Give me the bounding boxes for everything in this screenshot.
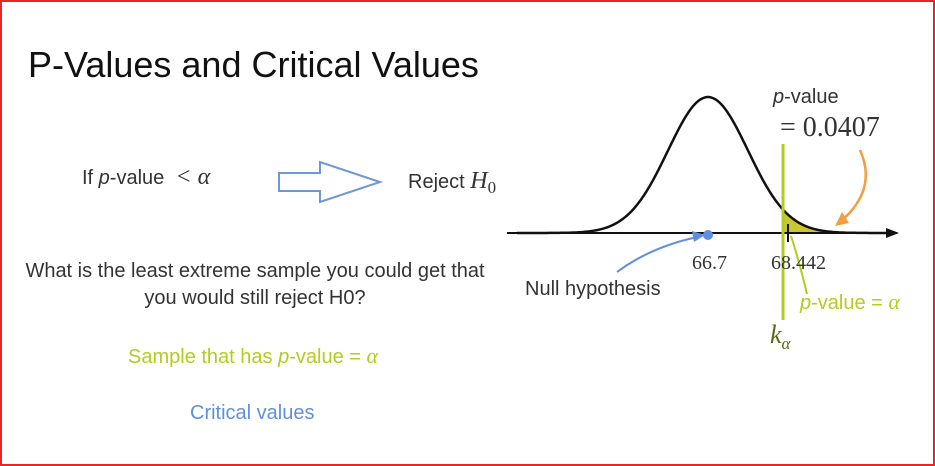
green-p: p: [800, 292, 812, 314]
critical-values-label: Critical values: [190, 402, 315, 424]
null-hypothesis-arrow: [616, 235, 703, 273]
null-arrow-head-icon: [692, 231, 705, 242]
pvalue-label: p-value: [773, 86, 839, 109]
reject-text: Reject: [408, 171, 471, 193]
sample-prefix: Sample that has: [128, 346, 279, 368]
pvalue-label-p: p: [773, 86, 785, 108]
sample-p: p: [278, 346, 290, 368]
value-text: -value: [109, 167, 165, 189]
slide-title: P-Values and Critical Values: [28, 44, 479, 85]
k-letter: k: [770, 320, 782, 349]
h-subscript: 0: [487, 178, 497, 197]
p-italic: p: [98, 167, 110, 189]
axis-arrow-icon: [886, 228, 899, 238]
implies-arrow-icon: [278, 160, 384, 204]
rule-condition: If p-value < α: [82, 164, 210, 191]
green-alpha: α: [888, 289, 900, 314]
pvalue-arrow-head-icon: [835, 212, 849, 226]
pvalue-number: = 0.0407: [780, 112, 880, 143]
pvalue-label-rest: -value: [784, 86, 839, 108]
critical-value-symbol: kα: [770, 320, 790, 354]
sample-alpha: α: [366, 343, 379, 368]
green-pointer: [790, 235, 808, 295]
less-than-alpha: < α: [175, 164, 211, 190]
sample-line: Sample that has p-value = α: [128, 343, 378, 369]
mean-dot: [703, 230, 713, 240]
green-pvalue-alpha-label: p-value = α: [800, 289, 900, 315]
question-text: What is the least extreme sample you cou…: [25, 260, 485, 309]
green-rest: -value =: [811, 292, 889, 314]
rule-conclusion: Reject H0: [408, 168, 496, 198]
h-symbol: H: [470, 168, 488, 194]
pvalue-arrow: [839, 149, 868, 223]
if-text: If: [82, 167, 99, 189]
tick-label-mean: 66.7: [692, 252, 727, 274]
k-subscript: α: [781, 334, 791, 354]
null-hypothesis-label: Null hypothesis: [525, 278, 661, 300]
sample-suffix: -value =: [289, 346, 367, 368]
tick-label-observed: 68.442: [771, 252, 826, 274]
